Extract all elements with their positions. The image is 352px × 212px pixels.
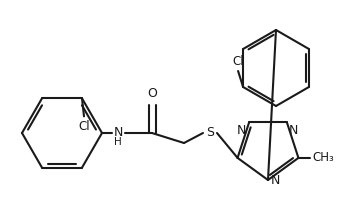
Text: N: N	[113, 127, 123, 139]
Text: N: N	[289, 124, 298, 137]
Text: S: S	[206, 127, 214, 139]
Text: N: N	[237, 124, 246, 137]
Text: CH₃: CH₃	[313, 151, 334, 164]
Text: N: N	[271, 173, 281, 187]
Text: Cl: Cl	[232, 55, 244, 68]
Text: H: H	[114, 137, 122, 147]
Text: Cl: Cl	[78, 120, 90, 133]
Text: O: O	[147, 87, 157, 100]
